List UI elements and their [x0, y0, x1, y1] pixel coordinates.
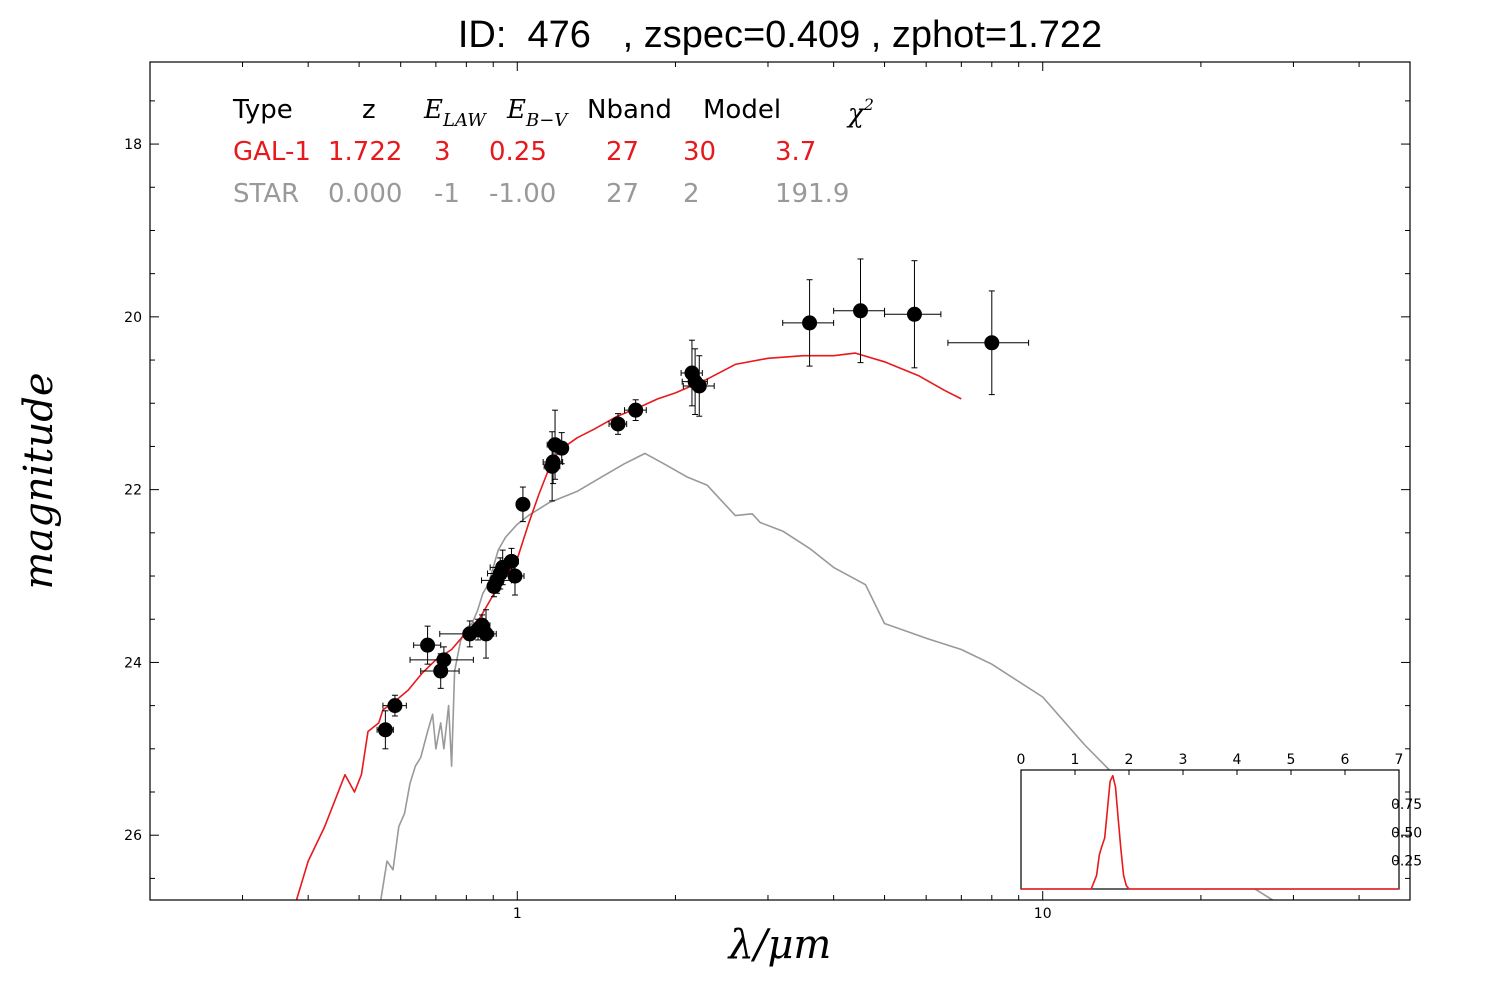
table-cell-star: 2: [683, 179, 700, 209]
data-marker: [433, 663, 449, 679]
pdfz-inset: 0 1 2 3 4 5 6 7 0.25 0.50 0.75: [1017, 752, 1422, 890]
pdfz-curve: [1021, 774, 1399, 890]
galaxy-model-curve: [295, 352, 962, 900]
data-marker: [554, 440, 570, 456]
x-tick-label: 1: [513, 906, 522, 922]
y-axis-label: magnitude: [16, 372, 62, 589]
data-marker: [503, 553, 519, 569]
table-cell-star: 191.9: [775, 179, 849, 209]
table-header-model: Model: [703, 95, 781, 125]
data-point: [382, 694, 407, 717]
plot-title: ID: 476 , zspec=0.409 , zphot=1.722: [457, 14, 1103, 56]
inset-x-tick-label: 1: [1071, 752, 1080, 768]
inset-x-tick-label: 4: [1233, 752, 1242, 768]
data-marker: [377, 722, 393, 738]
data-point: [884, 260, 942, 369]
data-point: [505, 556, 525, 596]
data-point: [624, 399, 647, 422]
data-marker: [545, 454, 561, 470]
data-marker: [802, 315, 818, 331]
inset-y-tick-label: 0.75: [1391, 797, 1422, 813]
y-tick-label: 20: [124, 310, 142, 326]
inset-frame: [1020, 769, 1400, 890]
data-point: [682, 355, 715, 417]
inset-x-tick-label: 6: [1341, 752, 1350, 768]
table-cell-star: STAR: [233, 179, 299, 209]
y-tick-label: 24: [124, 655, 142, 671]
table-cell-galaxy: 3: [434, 137, 451, 167]
inset-x-tick-label: 7: [1395, 752, 1404, 768]
table-header-type: Type: [232, 95, 293, 125]
data-marker: [478, 626, 494, 642]
inset-y-tick-label: 0.50: [1391, 825, 1422, 841]
table-header-elaw: ELAW: [423, 95, 487, 131]
table-cell-galaxy: 3.7: [775, 137, 816, 167]
data-marker: [610, 416, 626, 432]
data-point: [554, 432, 570, 465]
table-header-z: z: [362, 95, 376, 125]
table-cell-galaxy: 27: [606, 137, 639, 167]
data-marker: [507, 568, 523, 584]
data-point: [376, 710, 394, 750]
galaxy-model-layer: [295, 352, 962, 900]
data-point: [481, 566, 512, 594]
data-marker: [853, 303, 869, 319]
y-tick-label: 26: [124, 828, 142, 844]
table-cell-star: 27: [606, 179, 639, 209]
data-marker: [420, 637, 436, 653]
data-point: [477, 609, 495, 659]
y-tick-label: 18: [124, 137, 142, 153]
inset-x-tick-label: 2: [1125, 752, 1134, 768]
data-marker: [691, 378, 707, 394]
data-point: [515, 486, 531, 523]
inset-x-tick-label: 5: [1287, 752, 1296, 768]
x-tick-label: 10: [1034, 906, 1052, 922]
inset-y-tick-label: 0.25: [1391, 854, 1422, 870]
photometry-points: [376, 258, 1030, 750]
fit-table: Type z ELAW EB−V Nband Model χ2 GAL-1 1.7…: [232, 95, 874, 209]
table-header-ebv: EB−V: [506, 95, 569, 131]
x-axis-label: λ/μm: [727, 922, 832, 968]
table-cell-galaxy: 1.722: [328, 137, 402, 167]
plot-frame: [149, 61, 1411, 901]
table-cell-star: -1.00: [489, 179, 556, 209]
data-marker: [906, 306, 922, 322]
data-point: [413, 625, 442, 665]
table-header-chi2: χ2: [846, 95, 874, 129]
inset-x-tick-label: 3: [1179, 752, 1188, 768]
table-cell-galaxy: GAL-1: [233, 137, 311, 167]
table-header-nband: Nband: [587, 95, 672, 125]
data-marker: [515, 496, 531, 512]
data-point: [833, 258, 886, 364]
table-cell-star: -1: [434, 179, 460, 209]
table-cell-star: 0.000: [328, 179, 402, 209]
data-marker: [436, 652, 452, 668]
y-tick-label: 22: [124, 483, 142, 499]
data-point: [782, 279, 835, 367]
data-point: [947, 290, 1030, 396]
data-point: [409, 646, 474, 674]
data-marker: [628, 402, 644, 418]
table-cell-galaxy: 0.25: [489, 137, 547, 167]
data-marker: [387, 698, 403, 714]
data-marker: [984, 335, 1000, 351]
table-cell-galaxy: 30: [683, 137, 716, 167]
data-point: [608, 413, 628, 435]
inset-x-tick-label: 0: [1017, 752, 1026, 768]
